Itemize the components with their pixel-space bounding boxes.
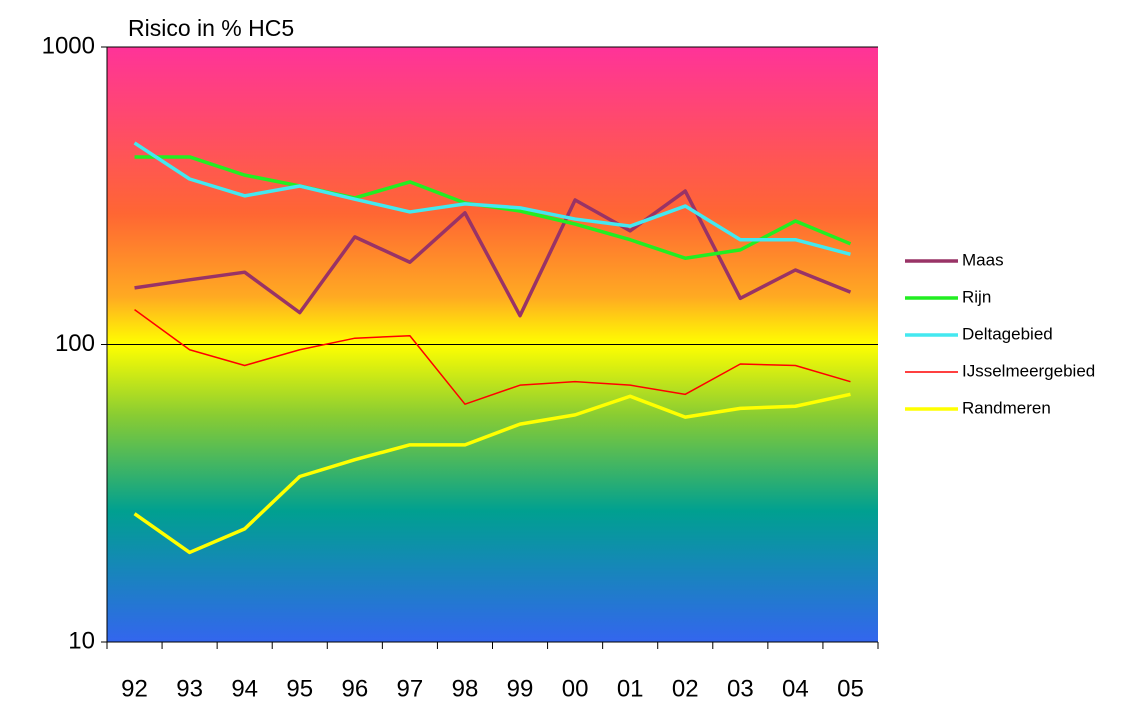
x-tick-label: 94: [231, 675, 258, 702]
series-line: [134, 189, 852, 318]
x-tick-label: 05: [837, 675, 864, 702]
y-tick-label: 1000: [42, 32, 95, 59]
x-tick-label: 00: [562, 675, 589, 702]
chart-title: Risico in % HC5: [128, 15, 294, 41]
x-tick-label: 03: [727, 675, 754, 702]
x-tick-label: 95: [286, 675, 313, 702]
x-tick-label: 98: [452, 675, 479, 702]
x-tick-label: 02: [672, 675, 699, 702]
x-tick-label: 01: [617, 675, 644, 702]
series-line: [133, 141, 851, 256]
x-tick-label: 96: [341, 675, 368, 702]
series-line: [134, 309, 851, 405]
legend-label: Maas: [962, 250, 1004, 269]
x-tick-label: 97: [397, 675, 424, 702]
x-tick-label: 92: [121, 675, 148, 702]
legend-label: Rijn: [962, 287, 991, 306]
y-tick-label: 100: [55, 330, 95, 357]
legend-label: Deltagebied: [962, 324, 1053, 343]
y-tick-label: 10: [68, 627, 95, 654]
legend-label: Randmeren: [962, 398, 1051, 417]
x-tick-label: 99: [507, 675, 534, 702]
legend-label: IJsselmeergebied: [962, 361, 1095, 380]
x-tick-label: 93: [176, 675, 203, 702]
x-tick-label: 04: [782, 675, 809, 702]
series-line: [133, 392, 851, 555]
